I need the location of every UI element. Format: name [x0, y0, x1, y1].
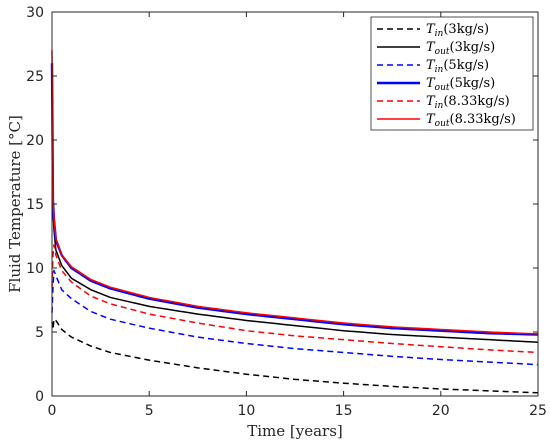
- legend-entry-3: Tout(5kg/s): [426, 76, 495, 93]
- y-tick-label: 15: [26, 197, 44, 213]
- legend-symbol: T: [426, 58, 436, 73]
- y-tick-label: 25: [26, 69, 44, 85]
- x-tick-label: 0: [48, 403, 57, 419]
- y-tick-label: 5: [35, 325, 44, 341]
- series-line-4: [51, 244, 539, 354]
- legend-subscript: out: [435, 119, 450, 129]
- legend: Tin(3kg/s)Tout(3kg/s)Tin(5kg/s)Tout(5kg/…: [370, 16, 534, 131]
- legend-symbol: T: [426, 76, 436, 91]
- legend-flow-rate: (8.33kg/s): [450, 112, 516, 127]
- y-tick-label: 0: [35, 389, 44, 405]
- legend-entry-5: Tout(8.33kg/s): [426, 112, 516, 129]
- legend-flow-rate: (8.33kg/s): [443, 94, 509, 109]
- legend-flow-rate: (3kg/s): [450, 40, 496, 55]
- y-tick-label: 30: [26, 5, 44, 21]
- legend-symbol: T: [426, 40, 436, 55]
- legend-box: [370, 16, 534, 131]
- legend-entry-2: Tin(5kg/s): [426, 58, 489, 75]
- x-tick-label: 20: [432, 403, 450, 419]
- legend-entry-1: Tout(3kg/s): [426, 40, 495, 57]
- x-axis: 0 5 10 15 20 25: [48, 12, 547, 419]
- legend-entry-4: Tin(8.33kg/s): [426, 94, 510, 111]
- legend-flow-rate: (5kg/s): [450, 76, 496, 91]
- series-line-0: [51, 318, 539, 394]
- series-layer: [50, 50, 539, 394]
- x-tick-label: 5: [145, 403, 154, 419]
- legend-subscript: in: [435, 101, 444, 111]
- legend-symbol: T: [426, 22, 436, 37]
- x-tick-label: 25: [529, 403, 547, 419]
- y-axis: 0 5 10 15 20 25 30: [26, 5, 538, 405]
- x-tick-label: 15: [335, 403, 353, 419]
- legend-flow-rate: (5kg/s): [443, 58, 489, 73]
- legend-flow-rate: (3kg/s): [443, 22, 489, 37]
- legend-entry-0: Tin(3kg/s): [426, 22, 489, 39]
- y-tick-label: 10: [26, 261, 44, 277]
- y-axis-label: Fluid Temperature [°C]: [6, 115, 24, 293]
- x-tick-label: 10: [237, 403, 255, 419]
- y-tick-label: 20: [26, 133, 44, 149]
- series-line-1: [51, 75, 539, 343]
- series-line-5: [51, 50, 539, 335]
- legend-symbol: T: [426, 112, 436, 127]
- x-axis-label: Time [years]: [247, 422, 343, 440]
- legend-subscript: in: [435, 29, 444, 39]
- legend-subscript: in: [435, 65, 444, 75]
- legend-subscript: out: [435, 47, 450, 57]
- legend-symbol: T: [426, 94, 436, 109]
- legend-subscript: out: [435, 83, 450, 93]
- series-line-2: [51, 269, 539, 366]
